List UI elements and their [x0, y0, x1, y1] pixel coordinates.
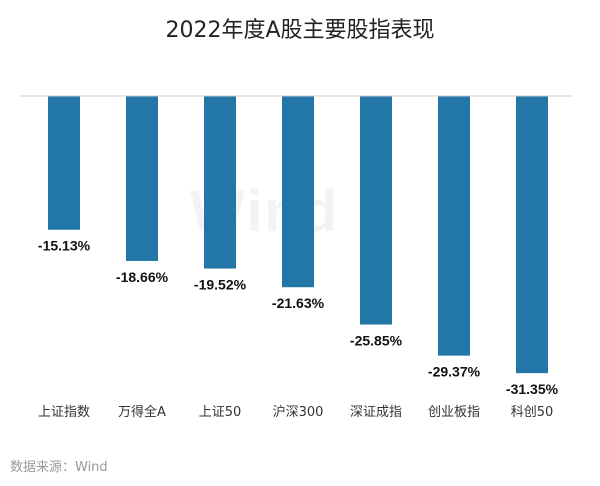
data-label-4: -25.85% — [350, 333, 403, 349]
chart-title: 2022年度A股主要股指表现 — [165, 18, 435, 43]
bar-4 — [360, 96, 392, 325]
category-label-5: 创业板指 — [428, 405, 480, 420]
data-label-1: -18.66% — [116, 269, 169, 285]
bar-2 — [204, 96, 236, 269]
category-label-3: 沪深300 — [273, 404, 324, 420]
bar-5 — [438, 96, 470, 356]
category-label-1: 万得全A — [118, 404, 166, 420]
bar-0 — [48, 96, 80, 230]
category-label-4: 深证成指 — [350, 405, 402, 420]
category-label-6: 科创50 — [511, 405, 554, 420]
bar-6 — [516, 96, 548, 374]
category-labels-layer: 上证指数 万得全A 上证50 沪深300 深证成指 创业板指 科创50 — [38, 404, 553, 420]
bar-1 — [126, 96, 158, 261]
data-label-5: -29.37% — [428, 364, 481, 380]
data-label-3: -21.63% — [272, 295, 325, 311]
labels-layer: -15.13% -18.66% -19.52% -21.63% -25.85% -29.3… — [38, 238, 559, 397]
bar-3 — [282, 96, 314, 288]
data-label-0: -15.13% — [38, 238, 91, 254]
data-label-6: -31.35% — [506, 381, 559, 397]
category-label-0: 上证指数 — [38, 405, 90, 420]
data-source-note: 数据来源：Wind — [10, 460, 108, 475]
data-label-2: -19.52% — [194, 277, 247, 293]
category-label-2: 上证50 — [199, 405, 242, 420]
bars-layer — [48, 96, 548, 374]
